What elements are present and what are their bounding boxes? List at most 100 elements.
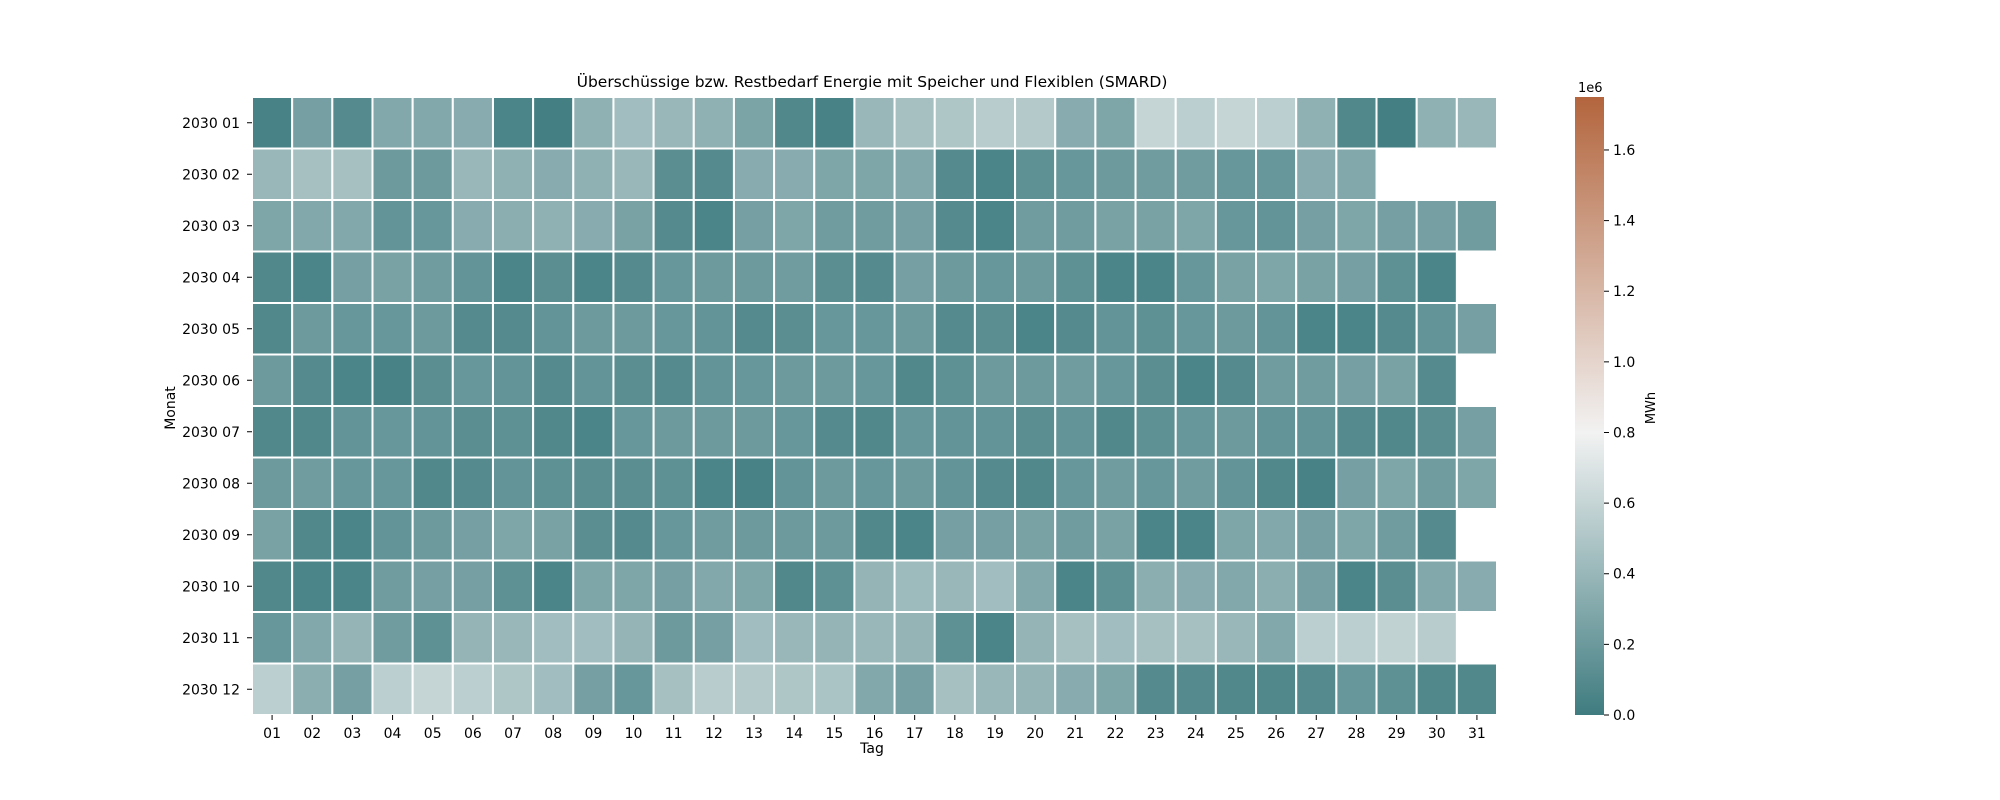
heatmap-cell	[1214, 353, 1258, 407]
y-tick-label: 2030 12	[182, 682, 240, 698]
x-tick-label: 08	[544, 726, 562, 742]
x-tick-label: 05	[424, 726, 442, 742]
heatmap-cell	[813, 250, 856, 304]
heatmap-cell	[1375, 302, 1418, 356]
heatmap-cell	[1014, 456, 1057, 510]
heatmap-cell	[973, 147, 1017, 201]
x-tick-label: 25	[1227, 726, 1245, 742]
heatmap-cell	[933, 662, 976, 716]
heatmap-cell	[773, 559, 816, 613]
y-axis-ticks: 2030 01 2030 02 2030 03 2030 04 2030 05 2030 …	[182, 116, 252, 698]
heatmap-cell	[1174, 199, 1217, 253]
x-tick-label: 30	[1428, 726, 1446, 742]
heatmap-cell	[1094, 96, 1137, 150]
heatmap-cell	[1094, 302, 1137, 356]
heatmap-cell	[331, 302, 374, 356]
heatmap-cell	[532, 96, 575, 150]
heatmap-cell	[1455, 456, 1499, 510]
heatmap-cell	[1335, 508, 1378, 562]
heatmap-cell	[251, 508, 294, 562]
heatmap-cell	[692, 96, 735, 150]
heatmap-cell	[451, 199, 494, 253]
heatmap-cell	[331, 199, 374, 253]
heatmap-cell	[491, 302, 535, 356]
heatmap-cell	[251, 559, 294, 613]
heatmap-cell	[251, 302, 294, 356]
heatmap-cell	[853, 405, 896, 459]
heatmap-cell	[773, 147, 816, 201]
heatmap-cell	[1255, 611, 1298, 665]
heatmap-cell	[1014, 147, 1057, 201]
x-tick-label: 11	[665, 726, 683, 742]
heatmap-cell	[1375, 508, 1418, 562]
heatmap-cell	[612, 353, 655, 407]
heatmap-cell	[1335, 250, 1378, 304]
heatmap-cell	[893, 250, 936, 304]
heatmap-cell	[572, 662, 615, 716]
heatmap-cell	[1014, 250, 1057, 304]
heatmap-cell	[411, 250, 454, 304]
heatmap-cell	[1335, 405, 1378, 459]
heatmap-cell	[853, 456, 896, 510]
x-tick-label: 17	[906, 726, 924, 742]
heatmap-cell	[1214, 662, 1258, 716]
heatmap-cell	[773, 302, 816, 356]
heatmap-cell	[572, 611, 615, 665]
x-tick-label: 26	[1267, 726, 1285, 742]
x-tick-label: 23	[1147, 726, 1165, 742]
heatmap-cell	[652, 508, 695, 562]
heatmap-cell	[532, 302, 575, 356]
colorbar-tick-label: 1.4	[1613, 214, 1635, 230]
x-tick-label: 21	[1066, 726, 1084, 742]
colorbar-exponent-label: 1e6	[1578, 81, 1603, 96]
heatmap-cell	[933, 456, 976, 510]
x-tick-label: 20	[1026, 726, 1044, 742]
heatmap-cell	[1014, 96, 1057, 150]
heatmap-cell	[331, 456, 374, 510]
heatmap-cell	[251, 96, 294, 150]
heatmap-cell	[773, 611, 816, 665]
heatmap-cell	[1295, 250, 1338, 304]
heatmap-cell	[1174, 662, 1217, 716]
y-tick-label: 2030 10	[182, 579, 240, 595]
heatmap-cell	[291, 611, 334, 665]
heatmap-cell	[331, 96, 374, 150]
x-tick-label: 14	[785, 726, 803, 742]
heatmap-cell	[652, 250, 695, 304]
heatmap-cell	[251, 147, 294, 201]
heatmap-cell	[1295, 611, 1338, 665]
heatmap-cell	[1255, 353, 1298, 407]
heatmap-cell	[411, 405, 454, 459]
heatmap-cell	[1214, 508, 1258, 562]
colorbar-tick-label: 1.2	[1613, 284, 1635, 300]
y-tick-label: 2030 02	[182, 167, 240, 183]
heatmap-cell	[893, 611, 936, 665]
heatmap-cell	[572, 508, 615, 562]
heatmap-cell	[1134, 96, 1177, 150]
heatmap-cell	[251, 456, 294, 510]
heatmap-cell	[1335, 662, 1378, 716]
heatmap-cell	[1295, 96, 1338, 150]
heatmap-cell	[291, 199, 334, 253]
heatmap-cell	[1375, 611, 1418, 665]
colorbar-tick-label: 1.0	[1613, 355, 1635, 371]
chart-title: Überschüssige bzw. Restbedarf Energie mi…	[577, 72, 1168, 91]
heatmap-cell	[1134, 250, 1177, 304]
heatmap-cell	[732, 611, 776, 665]
heatmap-cell	[1054, 559, 1097, 613]
heatmap-cell	[893, 96, 936, 150]
x-tick-label: 24	[1187, 726, 1205, 742]
heatmap-cell	[1375, 96, 1418, 150]
heatmap-cell	[853, 250, 896, 304]
heatmap-cell	[572, 353, 615, 407]
heatmap-cell	[612, 302, 655, 356]
heatmap-cell	[652, 456, 695, 510]
heatmap-cell	[973, 250, 1017, 304]
heatmap-cell	[331, 508, 374, 562]
heatmap-cell	[933, 250, 976, 304]
colorbar-tick-label: 0.0	[1613, 708, 1635, 724]
heatmap-cell	[1014, 662, 1057, 716]
heatmap-cell	[491, 662, 535, 716]
heatmap-cell	[1295, 353, 1338, 407]
heatmap-cell	[933, 508, 976, 562]
